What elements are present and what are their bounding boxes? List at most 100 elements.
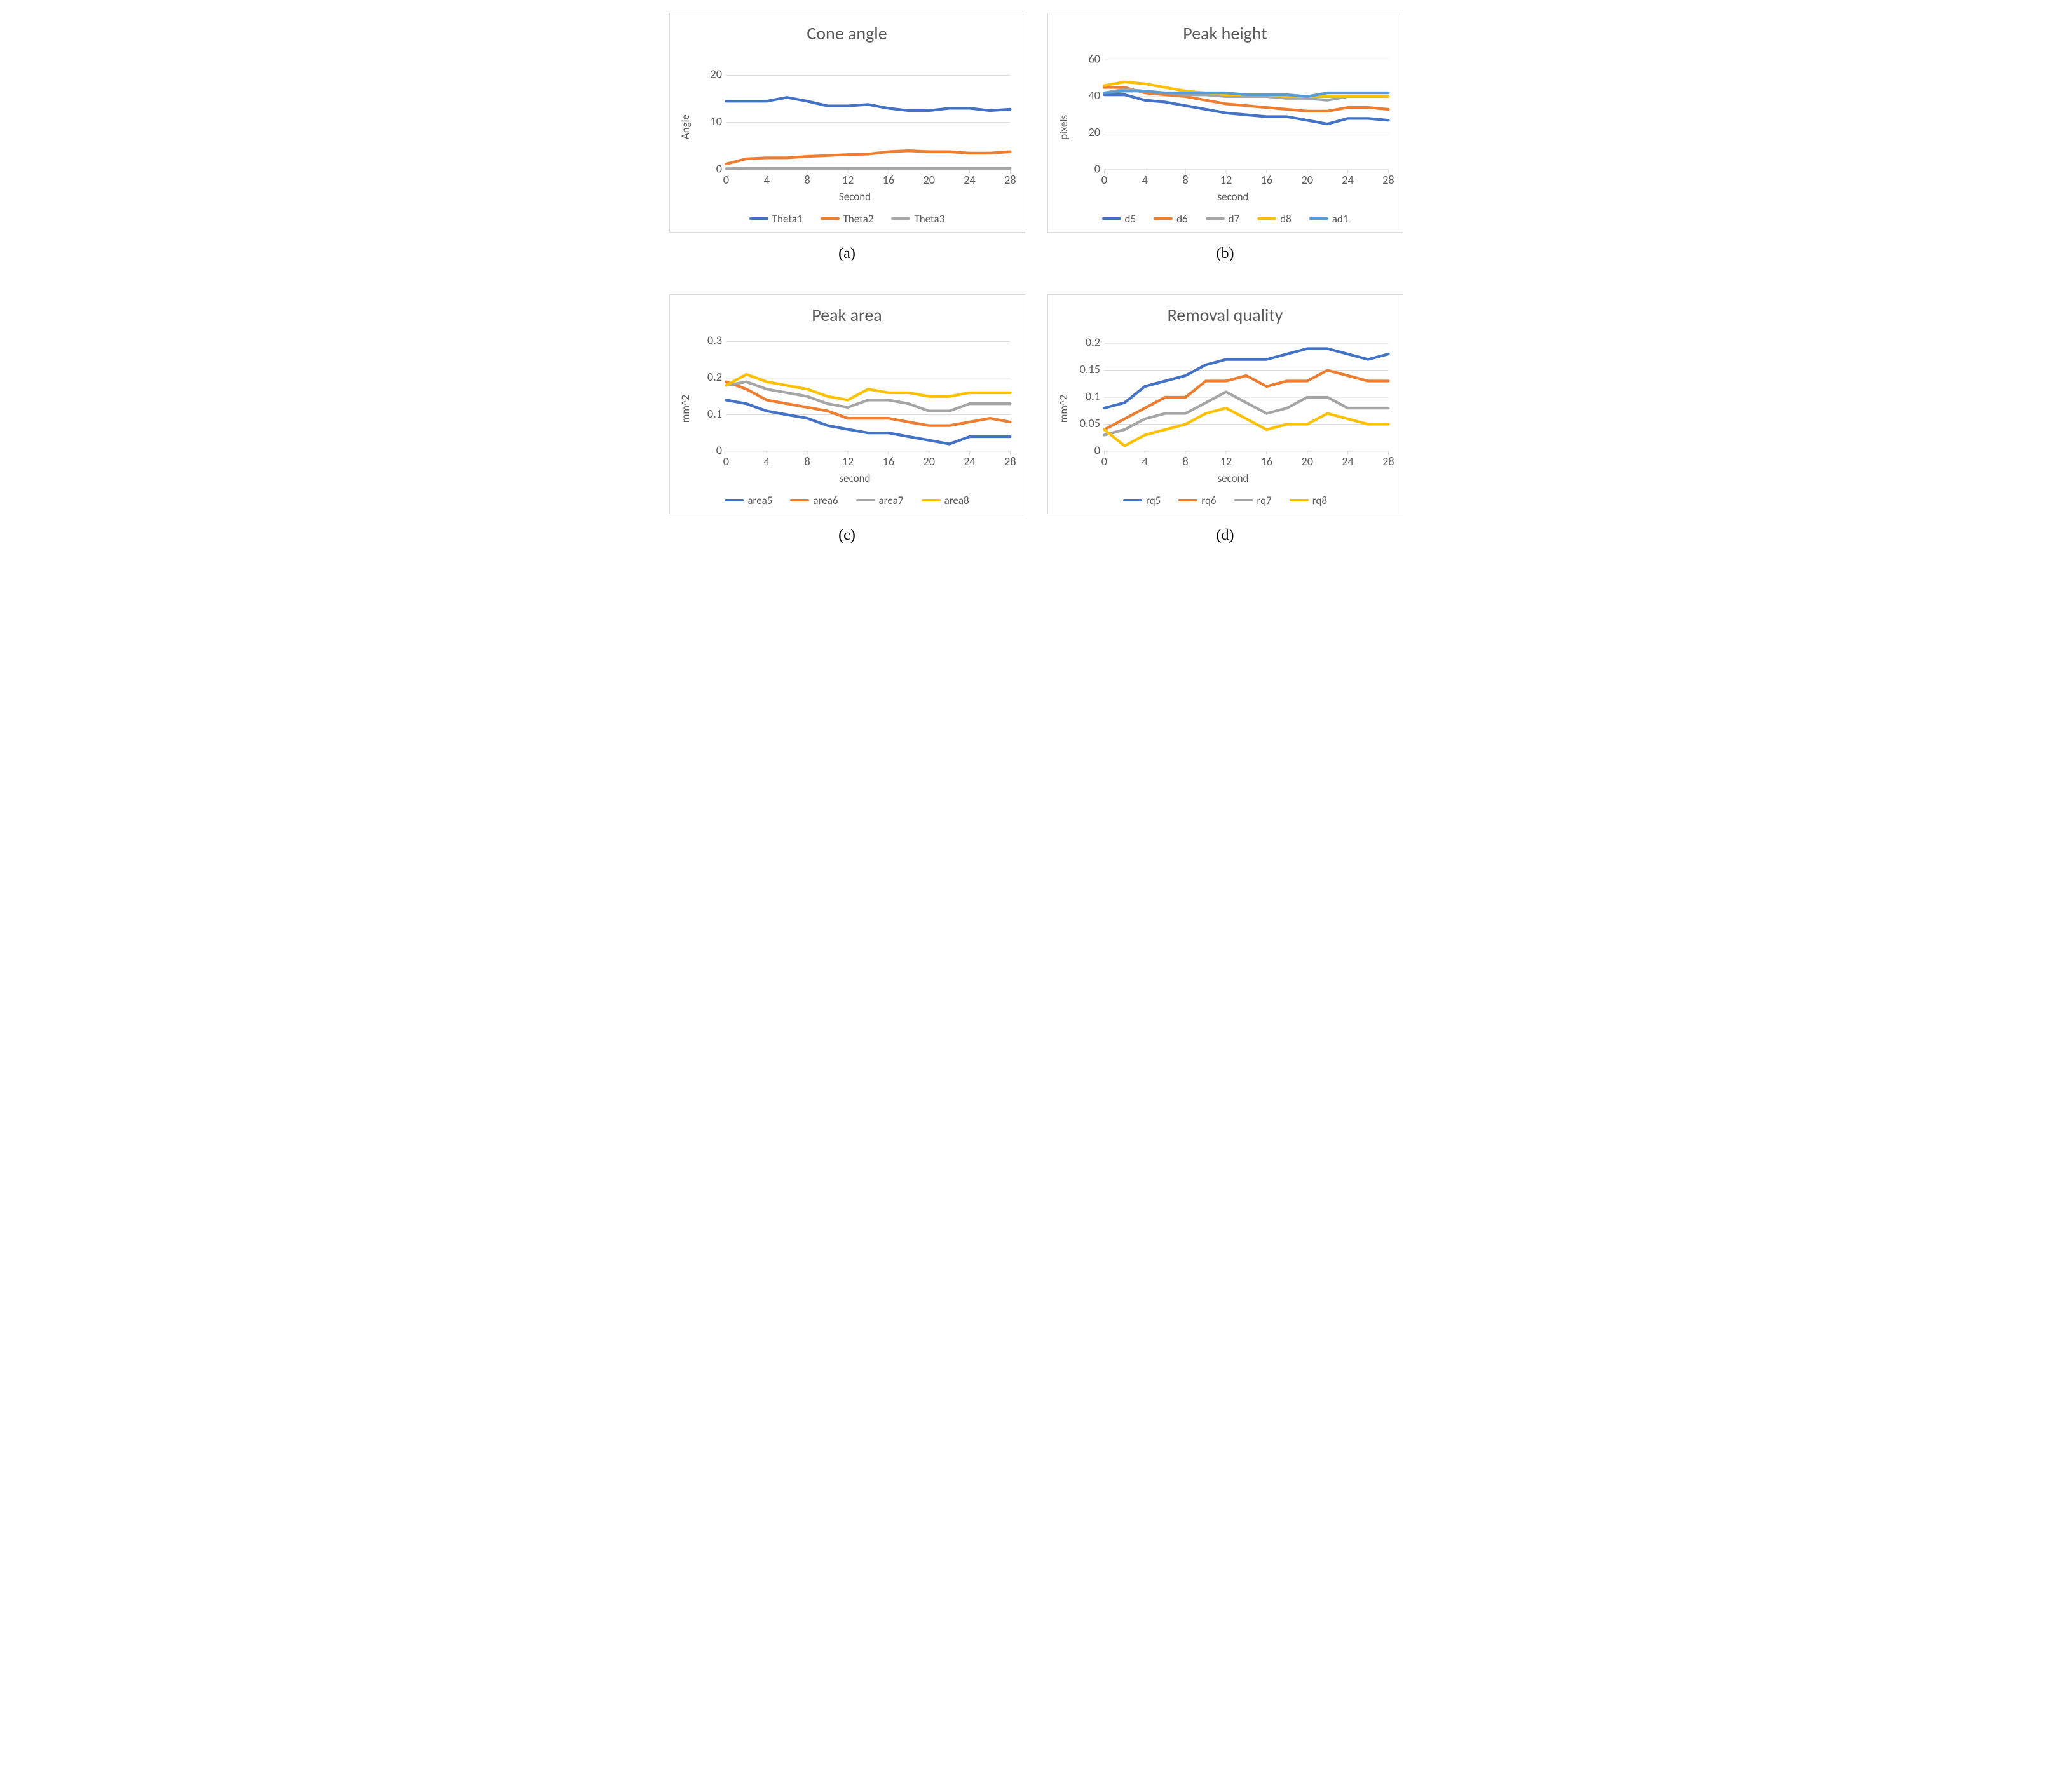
chart-title: Peak height: [1057, 22, 1394, 44]
legend-label: Theta2: [843, 212, 874, 226]
svg-text:4: 4: [763, 454, 769, 468]
y-axis-title: Angle: [679, 114, 692, 139]
svg-text:20: 20: [1301, 173, 1312, 187]
legend-label: ad1: [1332, 212, 1349, 226]
chart-title: Peak area: [679, 304, 1016, 326]
chart-title: Removal quality: [1057, 304, 1394, 326]
legend-label: area8: [944, 494, 969, 507]
legend-label: rq6: [1201, 494, 1216, 507]
chart-svg: 02040600481216202428: [1073, 51, 1394, 187]
legend-swatch: [749, 217, 768, 220]
sub-caption: (b): [1217, 245, 1234, 262]
svg-text:8: 8: [804, 173, 810, 187]
svg-text:12: 12: [842, 454, 854, 468]
svg-text:0.3: 0.3: [707, 334, 721, 348]
y-axis-title: mm^2: [1057, 395, 1070, 423]
legend-item: rq5: [1123, 494, 1161, 507]
svg-text:0: 0: [723, 454, 728, 468]
sub-caption: (d): [1217, 527, 1234, 544]
svg-text:16: 16: [1260, 454, 1272, 468]
svg-text:28: 28: [1004, 173, 1016, 187]
legend: rq5 rq6 rq7 rq8: [1057, 494, 1394, 507]
legend-item: Theta2: [821, 212, 874, 226]
svg-text:20: 20: [923, 454, 934, 468]
legend-swatch: [1154, 217, 1173, 220]
svg-text:20: 20: [1088, 125, 1100, 139]
legend-label: Theta1: [772, 212, 803, 226]
chart-panel-cone-angle: Cone angleAngle010200481216202428SecondT…: [669, 13, 1025, 233]
series-line: [1104, 95, 1388, 124]
svg-text:16: 16: [1260, 173, 1272, 187]
svg-text:16: 16: [882, 173, 894, 187]
svg-text:24: 24: [964, 454, 976, 468]
svg-text:0.15: 0.15: [1079, 362, 1100, 376]
series-line: [726, 97, 1010, 111]
svg-text:16: 16: [882, 454, 894, 468]
legend-swatch: [1309, 217, 1328, 220]
svg-text:0.1: 0.1: [1085, 389, 1100, 403]
svg-text:8: 8: [804, 454, 810, 468]
svg-text:0.2: 0.2: [1085, 335, 1100, 349]
series-line: [726, 168, 1010, 169]
svg-text:0: 0: [1094, 161, 1100, 175]
svg-text:0: 0: [723, 173, 728, 187]
legend-item: d8: [1257, 212, 1292, 226]
svg-text:24: 24: [1342, 454, 1354, 468]
chart-cell-peak-height: Peak heightpixels02040600481216202428sec…: [1039, 13, 1411, 262]
svg-text:0: 0: [716, 443, 721, 457]
svg-text:20: 20: [923, 173, 934, 187]
y-axis-title: pixels: [1057, 115, 1070, 140]
series-line: [1104, 392, 1388, 435]
legend-item: rq7: [1234, 494, 1272, 507]
legend-item: rq8: [1290, 494, 1327, 507]
chart-svg: 00.050.10.150.20481216202428: [1073, 332, 1394, 469]
x-axis-title: second: [1073, 190, 1394, 203]
legend-swatch: [891, 217, 910, 220]
legend-label: d6: [1176, 212, 1188, 226]
svg-text:0: 0: [1101, 454, 1107, 468]
legend-label: Theta3: [914, 212, 944, 226]
x-axis-title: second: [1073, 472, 1394, 485]
sub-caption: (a): [838, 245, 855, 262]
legend-item: d6: [1154, 212, 1188, 226]
legend-swatch: [1290, 499, 1309, 501]
series-line: [1104, 348, 1388, 407]
legend-label: d8: [1280, 212, 1292, 226]
legend-item: rq6: [1178, 494, 1216, 507]
legend-swatch: [1257, 217, 1276, 220]
svg-text:10: 10: [710, 114, 722, 128]
series-line: [726, 382, 1010, 411]
svg-text:4: 4: [763, 173, 769, 187]
legend-item: area7: [856, 494, 904, 507]
svg-text:12: 12: [842, 173, 854, 187]
legend-label: area7: [879, 494, 904, 507]
legend: area5 area6 area7 area8: [679, 494, 1016, 507]
legend-item: d7: [1206, 212, 1240, 226]
series-line: [726, 151, 1010, 164]
legend-swatch: [790, 499, 809, 501]
svg-text:0: 0: [1101, 173, 1107, 187]
x-axis-title: second: [695, 472, 1016, 485]
svg-text:28: 28: [1004, 454, 1016, 468]
legend-item: area8: [922, 494, 969, 507]
chart-panel-removal-quality: Removal qualitymm^200.050.10.150.2048121…: [1047, 294, 1403, 514]
svg-text:8: 8: [1182, 173, 1188, 187]
svg-text:0.1: 0.1: [707, 407, 721, 421]
legend-item: area6: [790, 494, 838, 507]
chart-panel-peak-area: Peak areamm^200.10.20.30481216202428seco…: [669, 294, 1025, 514]
series-line: [1104, 370, 1388, 429]
svg-text:0: 0: [716, 161, 721, 175]
legend-label: rq7: [1257, 494, 1272, 507]
legend-item: d5: [1102, 212, 1136, 226]
legend-swatch: [1123, 499, 1142, 501]
legend-label: area5: [747, 494, 772, 507]
legend-item: ad1: [1309, 212, 1349, 226]
svg-text:28: 28: [1382, 454, 1394, 468]
svg-text:28: 28: [1382, 173, 1394, 187]
svg-text:8: 8: [1182, 454, 1188, 468]
legend-label: rq5: [1146, 494, 1161, 507]
legend-label: area6: [813, 494, 838, 507]
chart-title: Cone angle: [679, 22, 1016, 44]
legend: Theta1 Theta2 Theta3: [679, 212, 1016, 226]
svg-text:24: 24: [1342, 173, 1354, 187]
